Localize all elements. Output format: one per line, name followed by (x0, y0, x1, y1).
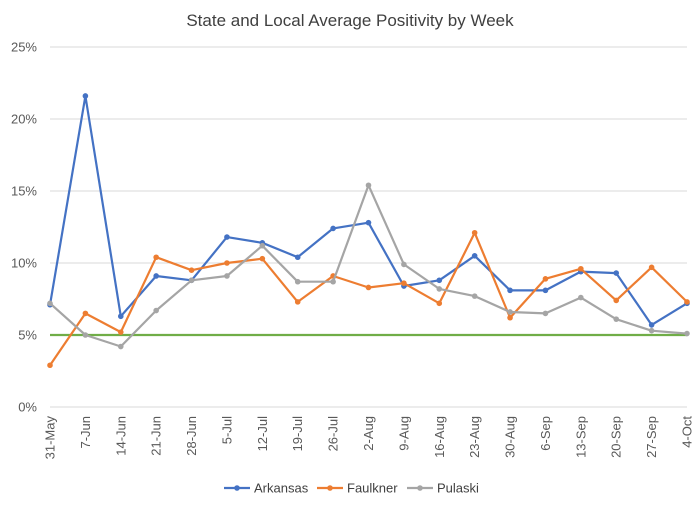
data-point (153, 307, 159, 314)
data-point (47, 362, 53, 369)
data-point (153, 273, 159, 279)
x-axis-ticks: 31-May 7-Jun 14-Jun 21-Jun 28-Jun 5-Jul 12-Jul… (43, 416, 695, 460)
y-tick-label: 25% (11, 40, 37, 55)
data-point (578, 294, 584, 301)
data-point (648, 264, 655, 271)
data-point (507, 287, 513, 294)
data-point (684, 299, 690, 305)
data-point (82, 93, 89, 99)
data-point (542, 287, 549, 294)
data-point (224, 260, 230, 266)
legend-marker (417, 485, 423, 491)
chart-title: State and Local Average Positivity by We… (186, 11, 514, 30)
legend-marker (327, 485, 333, 491)
data-point (507, 314, 513, 321)
x-tick-label: 14-Jun (113, 416, 128, 456)
x-tick-label: 27-Sep (644, 416, 659, 458)
series-arkansas (47, 93, 690, 328)
series-faulkner (47, 229, 690, 369)
data-point (82, 310, 89, 317)
data-point (294, 299, 301, 305)
data-point (224, 273, 230, 279)
y-tick-label: 15% (11, 184, 37, 199)
legend-label: Arkansas (254, 481, 309, 496)
data-point (47, 300, 53, 307)
legend-marker (234, 485, 240, 491)
data-point (365, 182, 372, 189)
x-tick-label: 4-Oct (680, 416, 695, 448)
legend-label: Faulkner (347, 481, 398, 496)
data-point (648, 322, 655, 328)
data-point (117, 329, 124, 335)
data-point (542, 310, 549, 317)
data-point (153, 254, 159, 261)
x-tick-label: 2-Aug (361, 416, 376, 451)
data-point (507, 309, 513, 315)
data-point (365, 219, 372, 226)
y-tick-label: 0% (18, 400, 37, 415)
series-line (48, 94, 688, 326)
data-point (117, 343, 124, 350)
data-point (684, 330, 690, 337)
x-tick-label: 31-May (43, 416, 58, 460)
legend: Arkansas Faulkner Pulaski (224, 481, 479, 496)
data-point (82, 332, 89, 338)
data-point (471, 253, 478, 259)
data-point (330, 225, 336, 232)
legend-label: Pulaski (437, 481, 479, 496)
x-tick-label: 26-Jul (326, 416, 341, 452)
x-tick-label: 16-Aug (432, 416, 447, 458)
x-tick-label: 5-Jul (219, 416, 234, 444)
x-tick-label: 9-Aug (396, 416, 411, 451)
y-axis-ticks: 0% 5% 10% 15% 20% 25% (11, 40, 37, 415)
series-lines (47, 93, 690, 369)
data-point (401, 280, 407, 286)
x-tick-label: 19-Jul (290, 416, 305, 452)
data-point (294, 254, 301, 261)
data-point (259, 242, 266, 249)
x-tick-label: 7-Jun (78, 416, 93, 449)
data-point (613, 316, 620, 322)
data-point (471, 229, 478, 236)
data-point (259, 255, 266, 262)
legend-item-pulaski: Pulaski (407, 481, 479, 496)
data-point (436, 300, 443, 307)
x-tick-label: 28-Jun (184, 416, 199, 456)
series-line (49, 231, 688, 366)
data-point (613, 297, 620, 304)
x-tick-label: 23-Aug (467, 416, 482, 458)
data-point (648, 327, 655, 334)
y-tick-label: 10% (11, 256, 37, 271)
data-point (188, 267, 195, 274)
data-point (436, 286, 443, 292)
x-tick-label: 6-Sep (538, 416, 553, 451)
data-point (365, 284, 372, 291)
data-point (436, 277, 443, 284)
series-pulaski (47, 182, 690, 350)
x-tick-label: 30-Aug (503, 416, 518, 458)
data-point (330, 278, 336, 285)
legend-item-arkansas: Arkansas (224, 481, 309, 496)
data-point (401, 261, 407, 268)
x-tick-label: 21-Jun (149, 416, 164, 456)
data-point (471, 293, 478, 299)
series-line (49, 184, 688, 348)
x-tick-label: 13-Sep (573, 416, 588, 458)
data-point (188, 277, 195, 284)
data-point (117, 313, 124, 320)
data-point (613, 270, 620, 276)
data-point (542, 276, 549, 282)
gridlines (50, 46, 687, 408)
x-tick-label: 20-Sep (609, 416, 624, 458)
data-point (224, 234, 230, 240)
y-tick-label: 20% (11, 112, 37, 127)
data-point (578, 265, 584, 272)
legend-item-faulkner: Faulkner (317, 481, 398, 496)
x-tick-label: 12-Jul (255, 416, 270, 452)
data-point (294, 278, 301, 285)
y-tick-label: 5% (18, 328, 37, 343)
